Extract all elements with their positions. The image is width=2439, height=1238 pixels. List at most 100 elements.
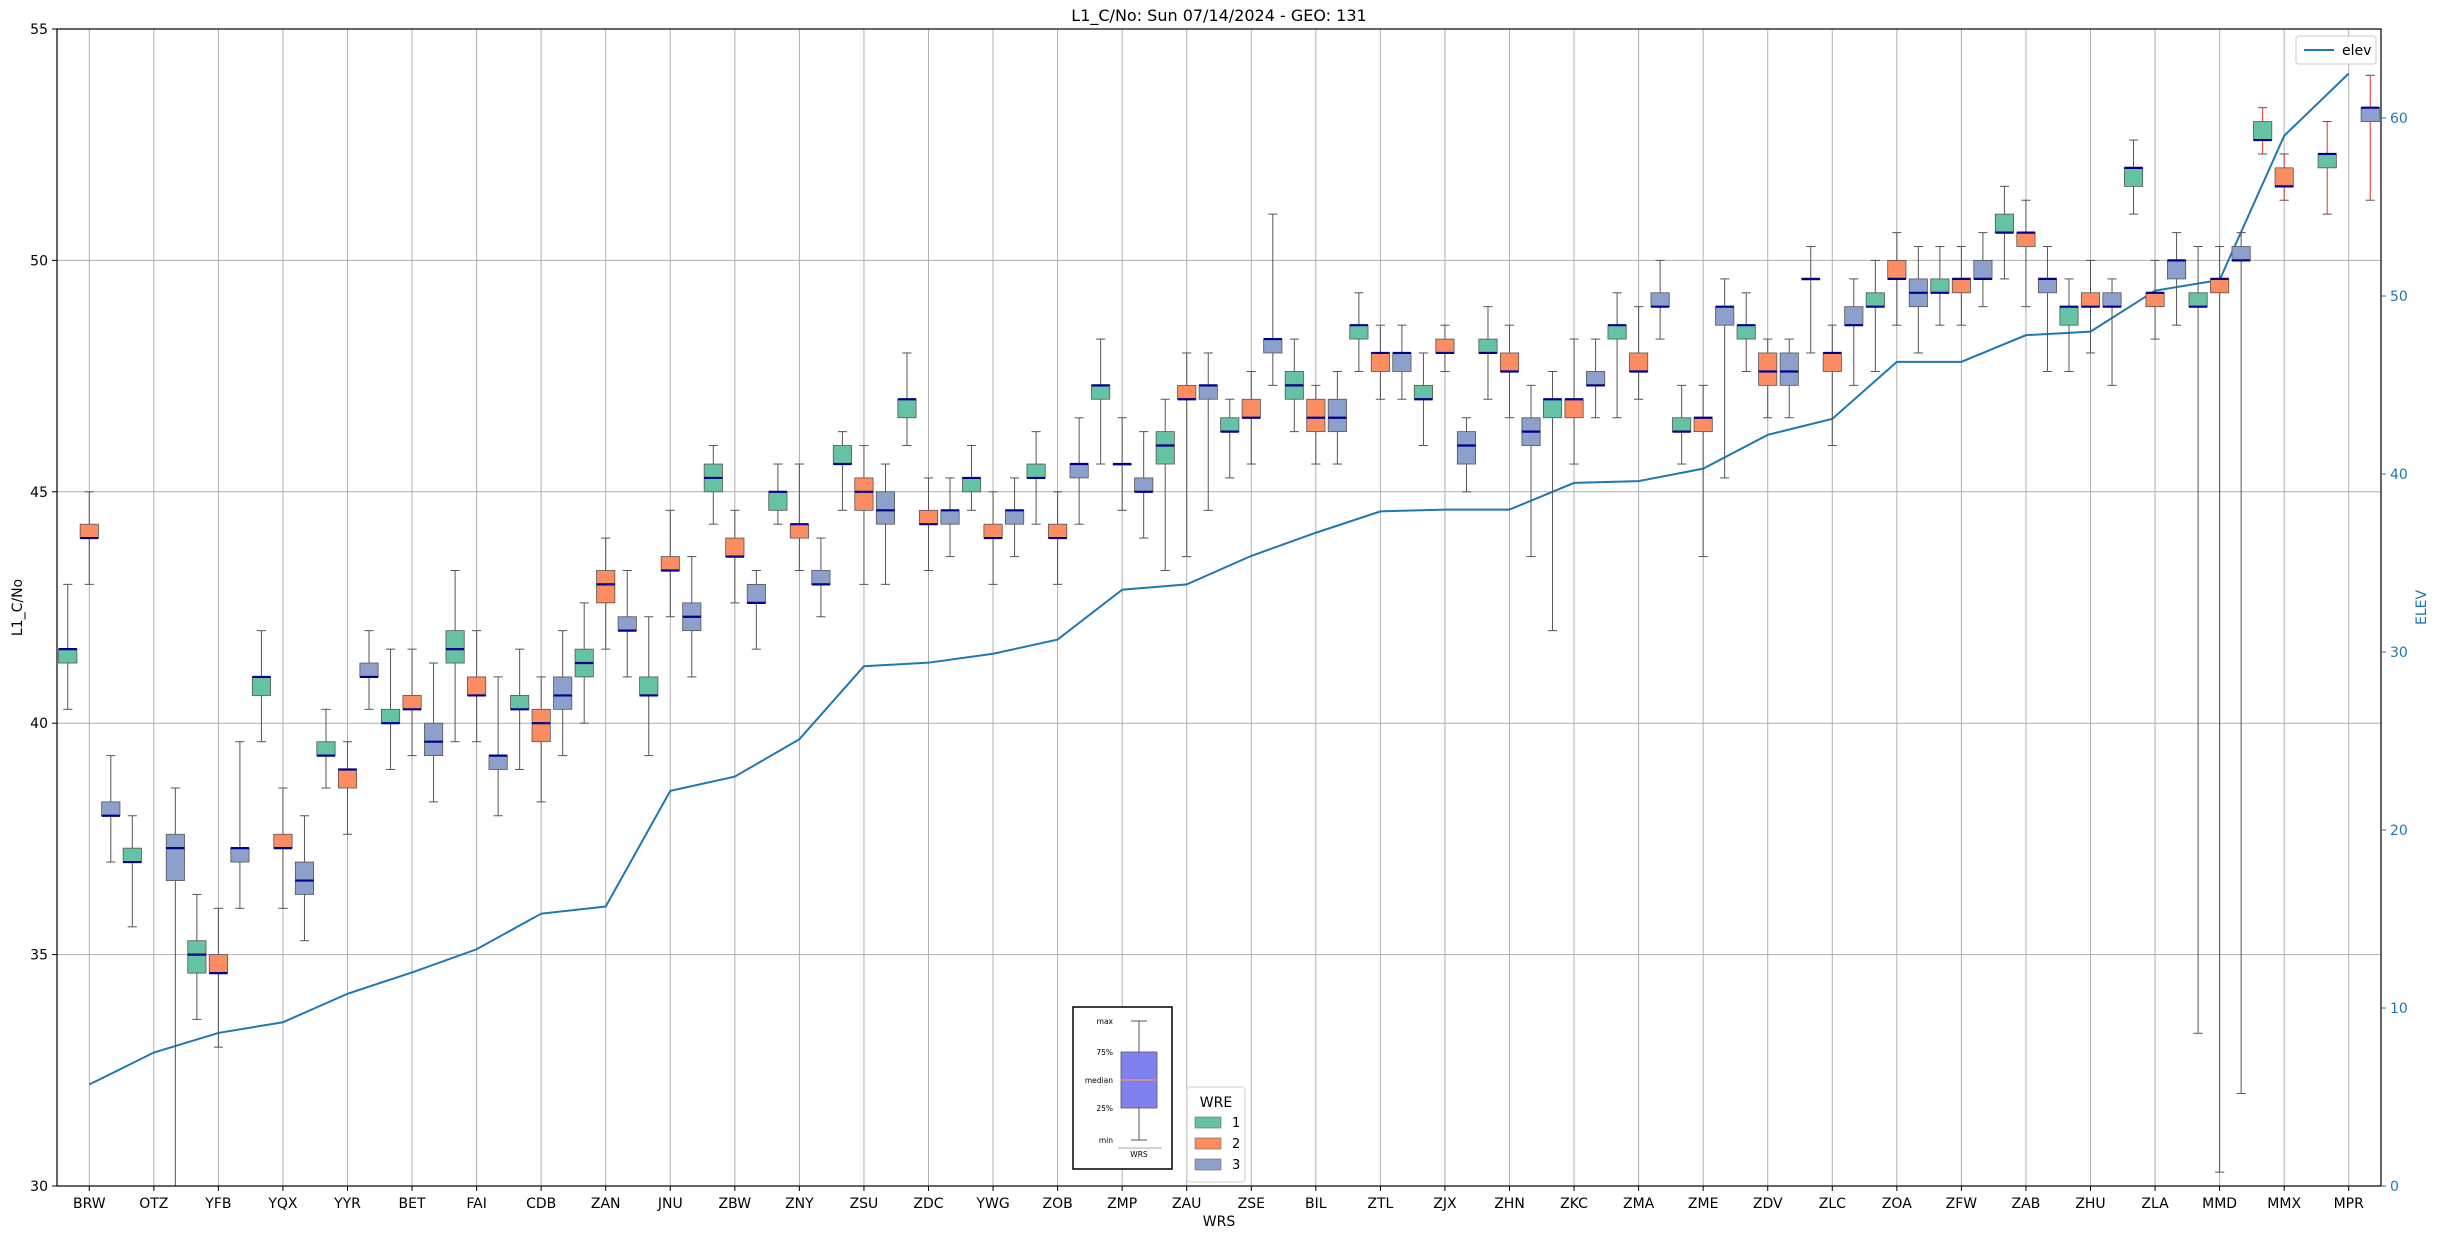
iqr-box xyxy=(1155,431,1175,465)
y-tick-label: 55 xyxy=(30,22,48,38)
iqr-box xyxy=(768,491,788,511)
box-ZAB-wre2 xyxy=(2016,199,2036,308)
box-key-inset: max 75% median 25% min WRS xyxy=(1072,1006,1173,1170)
iqr-box xyxy=(1930,278,1950,294)
iqr-box xyxy=(918,509,939,525)
box-ZHN-wre1 xyxy=(1478,306,1498,400)
box-CDB-wre2 xyxy=(531,676,551,803)
key-label-q3: 75% xyxy=(1096,1048,1113,1057)
x-tick-label: ZMP xyxy=(1107,1196,1137,1212)
box-BIL-wre2 xyxy=(1306,384,1326,465)
box-BIL-wre1 xyxy=(1284,338,1304,433)
box-ZAN-wre3 xyxy=(617,569,637,678)
iqr-box xyxy=(1392,352,1412,372)
x-axis-label: WRS xyxy=(1203,1214,1236,1230)
iqr-box xyxy=(122,847,142,863)
iqr-box xyxy=(2102,292,2122,308)
y2-tick-label: 0 xyxy=(2390,1179,2399,1195)
wre-legend-label-2: 2 xyxy=(1232,1137,1240,1152)
iqr-box xyxy=(1327,398,1347,433)
iqr-box xyxy=(1672,417,1692,433)
iqr-box xyxy=(1220,417,1240,433)
y-tick-label: 35 xyxy=(30,948,48,964)
box-ZOA-wre3 xyxy=(1908,246,1928,354)
box-MMX-wre1 xyxy=(2253,107,2273,155)
x-tick-label: ZSU xyxy=(850,1196,879,1212)
y-tick-label: 45 xyxy=(30,485,48,501)
box-ZBW-wre2 xyxy=(725,509,745,604)
iqr-box xyxy=(789,523,809,539)
box-ZJX-wre3 xyxy=(1456,417,1477,493)
box-ZLC-wre2 xyxy=(1822,324,1842,447)
iqr-box xyxy=(553,676,573,710)
box-ZMP-wre1 xyxy=(1091,338,1111,465)
box-ZKC-wre1 xyxy=(1542,370,1563,632)
iqr-box xyxy=(639,676,659,696)
iqr-box xyxy=(424,722,444,756)
iqr-box xyxy=(101,801,121,817)
box-MPR-wre1 xyxy=(2317,121,2337,215)
iqr-box xyxy=(380,708,401,724)
iqr-box xyxy=(165,833,185,881)
iqr-box xyxy=(1564,398,1584,419)
iqr-box xyxy=(1198,384,1218,400)
box-ZAN-wre1 xyxy=(574,602,594,724)
box-ZSE-wre3 xyxy=(1263,213,1283,386)
key-label-median: median xyxy=(1085,1076,1113,1085)
box-ZMP-wre2 xyxy=(1112,417,1132,511)
x-tick-label: ZDV xyxy=(1753,1196,1783,1212)
x-tick-label: BRW xyxy=(73,1196,106,1212)
box-ZMA-wre2 xyxy=(1629,306,1649,400)
box-ZAU-wre1 xyxy=(1155,398,1175,571)
wre-legend-swatch-1 xyxy=(1194,1116,1222,1129)
iqr-box xyxy=(273,833,293,849)
iqr-box xyxy=(1607,324,1627,340)
iqr-box xyxy=(1091,384,1111,400)
iqr-box xyxy=(1951,278,1971,294)
y2-axis-label: ELEV xyxy=(2414,590,2430,625)
iqr-box xyxy=(1177,384,1197,400)
box-BRW-wre3 xyxy=(101,755,121,863)
iqr-box xyxy=(2016,232,2036,247)
box-YQX-wre2 xyxy=(273,787,293,909)
box-ZTL-wre3 xyxy=(1392,324,1412,400)
box-ZAB-wre3 xyxy=(2037,246,2058,372)
iqr-box xyxy=(1542,398,1563,419)
iqr-box xyxy=(1973,259,1993,280)
x-tick-label: ZNY xyxy=(785,1196,814,1212)
iqr-box xyxy=(1844,306,1864,326)
box-YWG-wre3 xyxy=(1005,477,1025,558)
iqr-box xyxy=(1629,352,1649,372)
box-ZOB-wre3 xyxy=(1069,417,1089,525)
iqr-box xyxy=(1715,306,1735,326)
box-ZAN-wre2 xyxy=(596,537,616,650)
x-tick-label: ZTL xyxy=(1367,1196,1393,1212)
y-tick-label: 50 xyxy=(30,253,48,269)
y2-tick-label: 60 xyxy=(2390,111,2408,127)
box-CDB-wre3 xyxy=(553,630,573,757)
iqr-box xyxy=(79,523,99,539)
box-ZFW-wre2 xyxy=(1951,246,1971,326)
iqr-box xyxy=(1026,463,1046,479)
iqr-box xyxy=(2317,153,2337,169)
box-MMD-wre3 xyxy=(2231,232,2251,1094)
box-YFB-wre1 xyxy=(187,893,207,1020)
box-ZME-wre2 xyxy=(1693,384,1713,558)
box-layer xyxy=(58,74,2380,1187)
x-tick-label: CDB xyxy=(526,1196,556,1212)
box-ZNY-wre2 xyxy=(789,463,809,571)
iqr-box xyxy=(2123,167,2144,187)
box-FAI-wre2 xyxy=(467,630,487,743)
iqr-box xyxy=(402,695,422,710)
box-ZLC-wre3 xyxy=(1844,278,1864,386)
iqr-box xyxy=(832,445,852,465)
box-ZDV-wre3 xyxy=(1779,338,1799,419)
iqr-box xyxy=(617,616,637,632)
box-ZLA-wre1 xyxy=(2123,139,2144,215)
y2-tick-label: 40 xyxy=(2390,467,2408,483)
iqr-box xyxy=(294,861,315,895)
iqr-box xyxy=(1069,463,1089,479)
x-tick-label: YQX xyxy=(267,1196,298,1212)
iqr-box xyxy=(1586,371,1606,386)
y-axis-label: L1_C/No xyxy=(10,579,26,636)
